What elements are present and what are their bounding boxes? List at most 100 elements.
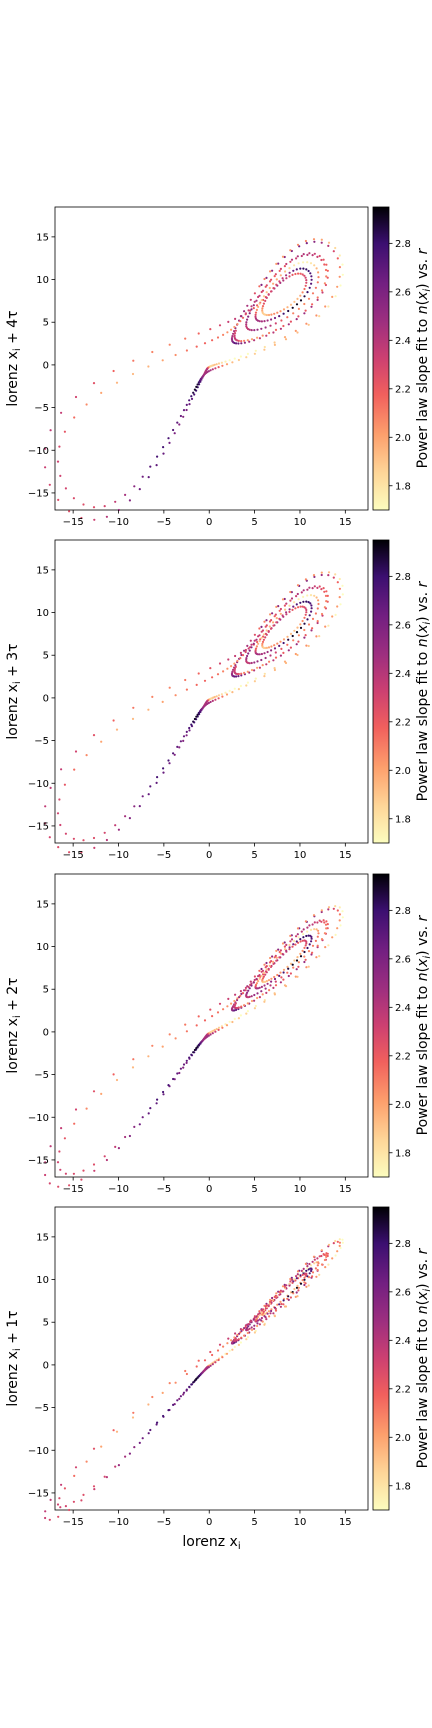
data-point xyxy=(209,1008,212,1011)
data-point xyxy=(263,652,266,655)
x-tick-label: −15 xyxy=(63,1184,84,1195)
data-point xyxy=(209,667,212,670)
data-point xyxy=(258,666,261,669)
data-point xyxy=(190,1053,193,1056)
data-point xyxy=(297,965,300,968)
data-point xyxy=(270,649,273,652)
data-point xyxy=(302,928,305,931)
data-point xyxy=(250,308,253,311)
colorbar: 1.8 2.0 2.2 2.4 2.6 2.8 Power law slope fit to… xyxy=(372,1206,432,1511)
data-point xyxy=(295,1275,298,1278)
data-point xyxy=(155,464,158,467)
axes-frame xyxy=(54,873,369,1178)
data-point xyxy=(267,968,270,971)
data-point xyxy=(289,1277,292,1281)
data-point xyxy=(269,290,273,293)
colorbar-tick-label: 2.4 xyxy=(395,669,411,680)
data-point xyxy=(141,1437,144,1440)
data-point xyxy=(294,272,297,276)
data-point xyxy=(185,408,188,412)
data-point xyxy=(331,295,334,298)
data-point xyxy=(256,1322,259,1325)
data-point xyxy=(178,1071,181,1075)
data-point xyxy=(68,1184,71,1187)
data-point xyxy=(320,588,323,591)
data-point xyxy=(288,271,291,274)
data-point xyxy=(278,609,281,612)
data-point xyxy=(306,594,309,597)
data-point xyxy=(296,975,299,978)
data-point xyxy=(307,1268,310,1271)
data-point xyxy=(296,653,299,657)
data-point xyxy=(264,1305,267,1308)
data-point xyxy=(297,936,300,939)
data-point xyxy=(209,369,212,372)
data-point xyxy=(85,403,88,406)
scatter-points xyxy=(44,571,344,854)
colorbar-tick-label: 2.6 xyxy=(395,1287,411,1298)
data-point xyxy=(278,315,281,318)
data-point xyxy=(243,341,246,344)
data-point xyxy=(250,643,253,646)
data-point xyxy=(306,261,309,264)
data-point xyxy=(285,277,288,280)
y-tick-label: −5 xyxy=(34,1403,49,1414)
data-point xyxy=(286,306,289,309)
data-point xyxy=(317,271,320,274)
data-point xyxy=(252,1318,255,1321)
data-point xyxy=(244,1325,247,1329)
data-point xyxy=(307,965,310,968)
data-point xyxy=(316,298,319,301)
data-point xyxy=(310,275,313,278)
data-point xyxy=(243,1004,246,1007)
data-point xyxy=(325,600,328,603)
data-point xyxy=(151,695,154,699)
data-point xyxy=(304,634,307,637)
data-point xyxy=(311,292,315,295)
data-point xyxy=(331,936,334,939)
data-point xyxy=(304,1282,307,1285)
data-point xyxy=(313,575,316,579)
data-point xyxy=(225,363,229,366)
data-point xyxy=(248,312,251,315)
data-point xyxy=(286,971,289,974)
data-point xyxy=(336,605,339,608)
data-point xyxy=(301,1273,304,1276)
data-point xyxy=(341,263,344,266)
data-point xyxy=(299,299,303,302)
data-point xyxy=(271,269,274,272)
data-point xyxy=(324,1254,328,1257)
data-point xyxy=(240,672,243,675)
data-point xyxy=(334,1254,337,1257)
data-point xyxy=(252,304,255,307)
data-point xyxy=(334,1239,337,1243)
data-point xyxy=(273,647,277,650)
data-point xyxy=(326,276,329,279)
x-axis-label: lorenz xi xyxy=(182,1534,240,1552)
data-point xyxy=(239,657,242,660)
data-point xyxy=(303,622,306,625)
data-point xyxy=(310,953,313,956)
data-point xyxy=(338,596,341,599)
data-point xyxy=(264,966,267,969)
data-point xyxy=(283,1285,286,1288)
data-point xyxy=(211,339,214,342)
data-point xyxy=(182,1063,186,1066)
data-point xyxy=(279,274,282,277)
data-point xyxy=(327,944,330,947)
data-point xyxy=(274,1309,278,1312)
data-point xyxy=(244,648,247,652)
data-point xyxy=(265,1318,268,1321)
data-point xyxy=(85,1107,88,1110)
data-point xyxy=(270,313,273,316)
data-point xyxy=(334,613,337,617)
data-point xyxy=(267,1310,271,1313)
data-point xyxy=(304,239,307,243)
data-point xyxy=(258,977,261,980)
data-point xyxy=(48,1182,51,1185)
data-point xyxy=(185,403,188,406)
colorbar-tick-label: 2.2 xyxy=(395,1051,411,1062)
data-point xyxy=(284,338,288,341)
data-point xyxy=(310,629,313,632)
data-point xyxy=(298,245,301,248)
